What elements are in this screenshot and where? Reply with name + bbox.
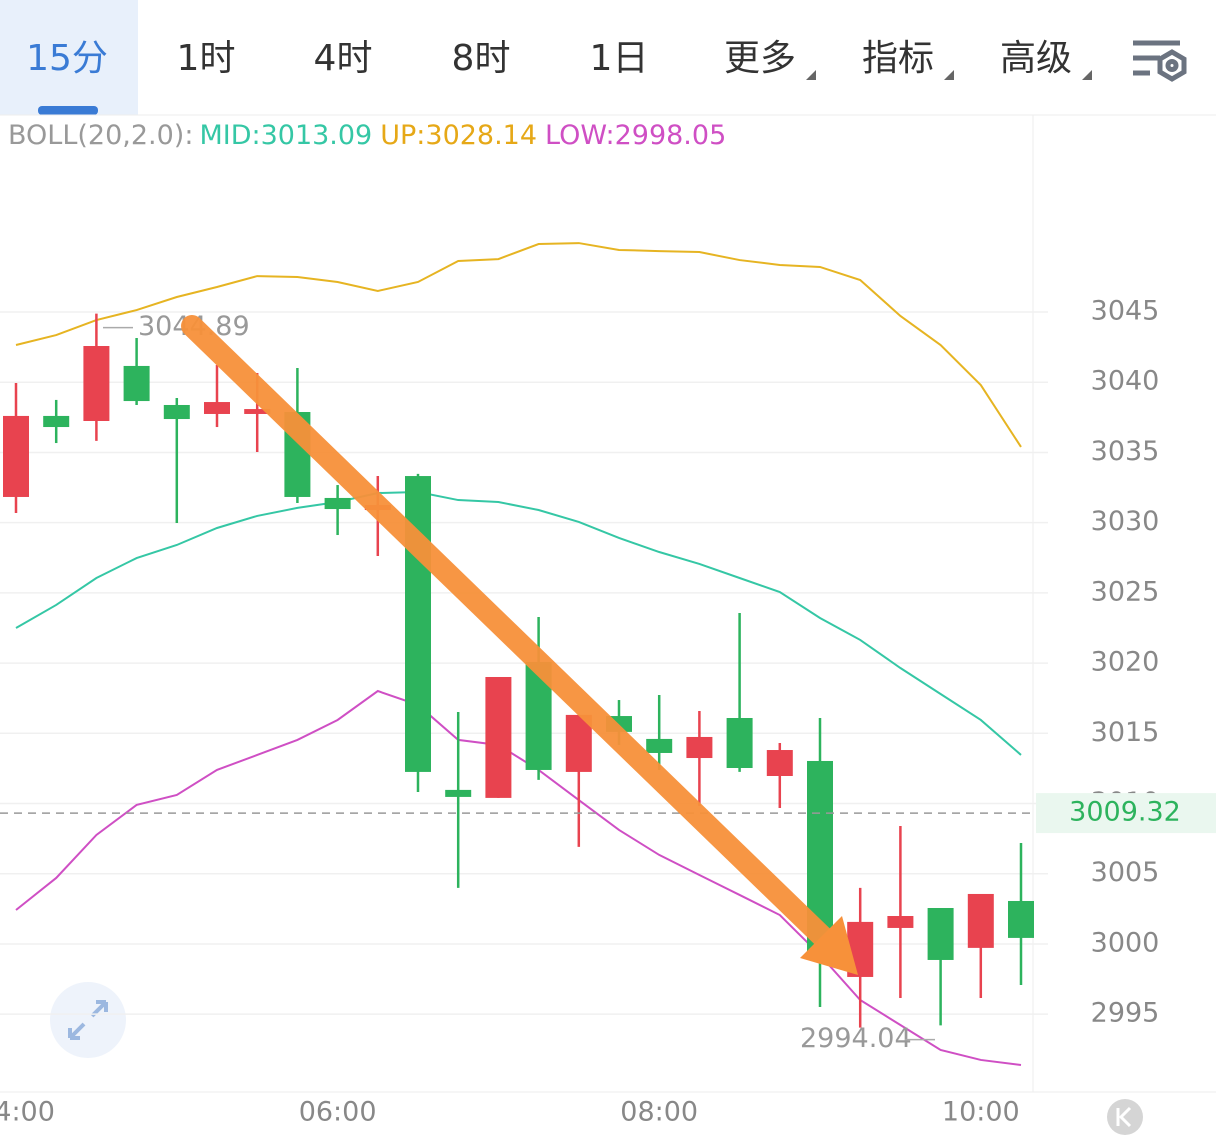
dropdown-caret xyxy=(806,70,816,80)
indicator-name: BOLL(20,2.0): xyxy=(8,120,193,151)
low-label: 2994.04 xyxy=(800,1023,912,1054)
y-tick-label: 3025 xyxy=(1091,576,1160,607)
y-tick-label: 3020 xyxy=(1091,647,1160,678)
last-price-label: 3009.32 xyxy=(1069,797,1181,828)
indicator-up: UP:3028.14 xyxy=(380,120,537,151)
active-tab-indicator xyxy=(38,106,98,115)
trend-arrow-shaft xyxy=(181,315,839,953)
candle-body xyxy=(927,908,954,960)
candle-body xyxy=(967,893,994,948)
plot xyxy=(0,242,1048,1066)
settings-icon[interactable] xyxy=(1133,40,1187,82)
timeframe-tab[interactable]: 1时 xyxy=(177,38,236,79)
candle-body xyxy=(204,402,230,414)
candle-body xyxy=(726,718,753,768)
band-line xyxy=(15,689,1022,1066)
y-tick-label: 3045 xyxy=(1091,296,1160,327)
y-tick-label: 3035 xyxy=(1091,436,1160,467)
dropdown-caret xyxy=(1082,70,1092,80)
candle-body xyxy=(485,676,512,798)
expand-button[interactable] xyxy=(50,982,126,1058)
candle-body xyxy=(887,916,914,928)
x-tick-label: 08:00 xyxy=(620,1097,698,1128)
dropdown-caret xyxy=(944,70,954,80)
candle-body xyxy=(405,476,431,772)
trend-arrow-head xyxy=(800,916,858,975)
indicator-mid: MID:3013.09 xyxy=(199,120,372,151)
candle-body xyxy=(163,404,190,420)
timeframe-tab[interactable]: 4时 xyxy=(314,38,373,79)
scroll-latest-button[interactable] xyxy=(1107,1099,1143,1135)
y-tick-label: 2995 xyxy=(1091,998,1160,1029)
band-line xyxy=(15,242,1022,448)
indicator-low: LOW:2998.05 xyxy=(545,120,726,151)
candle-body xyxy=(766,750,793,777)
timeframe-tab[interactable]: 1日 xyxy=(590,38,649,79)
band-line xyxy=(15,491,1022,756)
y-tick-label: 3015 xyxy=(1091,717,1160,748)
candle-body xyxy=(43,415,70,428)
last-price-box xyxy=(1036,793,1216,834)
x-tick-label: 06:00 xyxy=(299,1097,377,1128)
candle-body xyxy=(324,497,351,510)
timeframe-tab[interactable]: 高级 xyxy=(1000,38,1072,79)
indicator-legend: BOLL(20,2.0): MID:3013.09 UP:3028.14 LOW:29… xyxy=(8,120,726,151)
candle-body xyxy=(1008,900,1034,938)
y-tick-label: 3000 xyxy=(1091,927,1160,958)
timeframe-tab[interactable]: 15分 xyxy=(26,38,108,79)
x-tick-label: 10:00 xyxy=(942,1097,1020,1128)
candle-body xyxy=(244,409,271,414)
y-tick-label: 3040 xyxy=(1091,366,1160,397)
candle-body xyxy=(686,736,713,759)
active-tab-bg xyxy=(0,0,138,115)
timeframe-tab[interactable]: 8时 xyxy=(452,38,511,79)
y-tick-label: 3030 xyxy=(1091,506,1160,537)
candle-body xyxy=(83,346,110,421)
candle-body xyxy=(3,415,29,497)
candle-body xyxy=(565,714,592,772)
candle-body xyxy=(123,365,150,402)
timeframe-tab[interactable]: 更多 xyxy=(724,38,796,79)
candle-body xyxy=(646,738,673,753)
timeframe-tab[interactable]: 指标 xyxy=(862,38,934,79)
y-tick-label: 3005 xyxy=(1091,857,1160,888)
candle-body xyxy=(445,789,472,797)
x-tick-label: 04:00 xyxy=(0,1097,55,1128)
